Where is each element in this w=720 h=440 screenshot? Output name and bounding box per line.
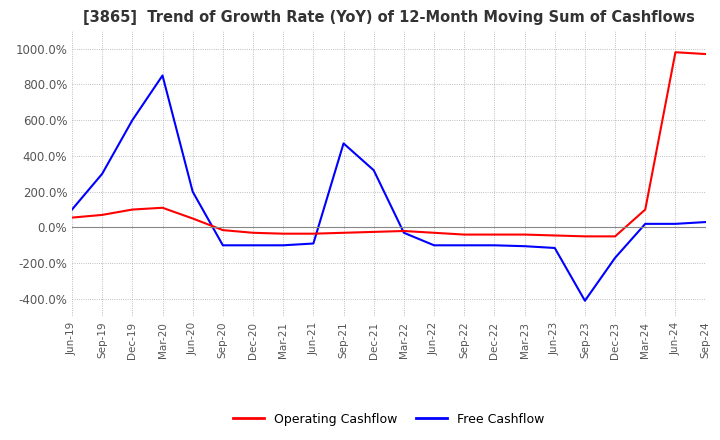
Free Cashflow xyxy=(248,242,257,248)
Free Cashflow xyxy=(98,171,107,176)
Operating Cashflow xyxy=(400,228,408,234)
Operating Cashflow xyxy=(189,216,197,221)
Free Cashflow xyxy=(309,241,318,246)
Operating Cashflow xyxy=(671,50,680,55)
Operating Cashflow xyxy=(701,51,710,57)
Line: Operating Cashflow: Operating Cashflow xyxy=(72,52,706,236)
Free Cashflow xyxy=(521,244,529,249)
Legend: Operating Cashflow, Free Cashflow: Operating Cashflow, Free Cashflow xyxy=(228,408,550,431)
Operating Cashflow xyxy=(490,232,499,237)
Free Cashflow xyxy=(460,242,469,248)
Operating Cashflow xyxy=(339,230,348,235)
Operating Cashflow xyxy=(369,229,378,235)
Free Cashflow xyxy=(430,242,438,248)
Operating Cashflow xyxy=(98,212,107,217)
Free Cashflow xyxy=(550,246,559,251)
Operating Cashflow xyxy=(128,207,137,212)
Free Cashflow xyxy=(68,207,76,212)
Operating Cashflow xyxy=(219,227,228,233)
Operating Cashflow xyxy=(641,207,649,212)
Free Cashflow xyxy=(279,242,287,248)
Operating Cashflow xyxy=(430,230,438,235)
Free Cashflow xyxy=(128,117,137,123)
Operating Cashflow xyxy=(550,233,559,238)
Line: Free Cashflow: Free Cashflow xyxy=(72,76,706,301)
Free Cashflow xyxy=(219,242,228,248)
Free Cashflow xyxy=(671,221,680,227)
Operating Cashflow xyxy=(580,234,589,239)
Free Cashflow xyxy=(339,141,348,146)
Operating Cashflow xyxy=(158,205,167,210)
Free Cashflow xyxy=(490,242,499,248)
Operating Cashflow xyxy=(521,232,529,237)
Operating Cashflow xyxy=(68,215,76,220)
Free Cashflow xyxy=(641,221,649,227)
Free Cashflow xyxy=(158,73,167,78)
Title: [3865]  Trend of Growth Rate (YoY) of 12-Month Moving Sum of Cashflows: [3865] Trend of Growth Rate (YoY) of 12-… xyxy=(83,11,695,26)
Free Cashflow xyxy=(701,220,710,225)
Free Cashflow xyxy=(580,298,589,303)
Operating Cashflow xyxy=(279,231,287,236)
Free Cashflow xyxy=(611,255,619,260)
Operating Cashflow xyxy=(611,234,619,239)
Free Cashflow xyxy=(189,189,197,194)
Free Cashflow xyxy=(400,230,408,235)
Operating Cashflow xyxy=(460,232,469,237)
Operating Cashflow xyxy=(309,231,318,236)
Operating Cashflow xyxy=(248,230,257,235)
Free Cashflow xyxy=(369,168,378,173)
